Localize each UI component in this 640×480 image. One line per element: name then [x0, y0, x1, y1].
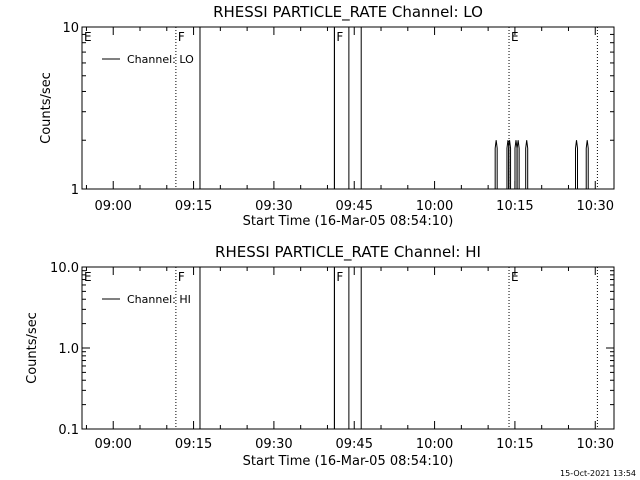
- flag-label: E: [84, 270, 92, 284]
- x-tick-label: 09:45: [336, 199, 373, 214]
- chart-panel-1: RHESSI PARTICLE_RATE Channel: LO Start Ti…: [39, 3, 615, 229]
- chart-title: RHESSI PARTICLE_RATE Channel: LO: [213, 3, 483, 22]
- y-tick-label: 0.1: [58, 423, 79, 438]
- x-tick-label: 09:00: [94, 199, 131, 214]
- y-tick-label: 10.0: [50, 261, 79, 276]
- legend-label: Channel: LO: [127, 53, 194, 66]
- x-axis-label: Start Time (16-Mar-05 08:54:10): [243, 214, 454, 229]
- rate-spike: [525, 140, 529, 189]
- x-tick-label: 09:15: [175, 199, 212, 214]
- timestamp-footer: 15-Oct-2021 13:54: [560, 469, 636, 478]
- rate-spike: [585, 140, 589, 189]
- flag-label: F: [336, 30, 343, 44]
- legend-label: Channel: HI: [127, 293, 191, 306]
- x-tick-label: 10:15: [496, 199, 533, 214]
- y-tick-label: 1: [71, 183, 79, 198]
- flag-label: F: [178, 270, 185, 284]
- y-tick-label: 10: [62, 21, 79, 36]
- flag-label: E: [84, 30, 92, 44]
- x-tick-label: 10:00: [416, 437, 453, 452]
- flag-label: E: [511, 30, 519, 44]
- x-tick-label: 09:45: [336, 437, 373, 452]
- chart-title: RHESSI PARTICLE_RATE Channel: HI: [215, 243, 481, 262]
- y-tick-label: 1.0: [58, 342, 79, 357]
- flag-label: F: [336, 270, 343, 284]
- rate-spike: [508, 140, 512, 189]
- x-tick-label: 09:00: [94, 437, 131, 452]
- y-axis-label: Counts/sec: [25, 312, 40, 384]
- flag-label: F: [178, 30, 185, 44]
- plot-frame: [81, 266, 615, 430]
- x-tick-label: 10:30: [577, 199, 614, 214]
- x-tick-label: 09:30: [255, 437, 292, 452]
- flag-label: E: [511, 270, 519, 284]
- rate-spike: [575, 140, 579, 189]
- chart-panel-2: RHESSI PARTICLE_RATE Channel: HI Start Ti…: [25, 243, 615, 469]
- rate-spike: [494, 140, 498, 189]
- plot-frame: [81, 26, 615, 190]
- x-tick-label: 10:15: [496, 437, 533, 452]
- x-tick-label: 09:15: [175, 437, 212, 452]
- x-axis-label: Start Time (16-Mar-05 08:54:10): [243, 454, 454, 469]
- x-tick-label: 10:00: [416, 199, 453, 214]
- y-axis-label: Counts/sec: [39, 72, 54, 144]
- x-tick-label: 10:30: [577, 437, 614, 452]
- x-tick-label: 09:30: [255, 199, 292, 214]
- rate-spike: [516, 140, 520, 189]
